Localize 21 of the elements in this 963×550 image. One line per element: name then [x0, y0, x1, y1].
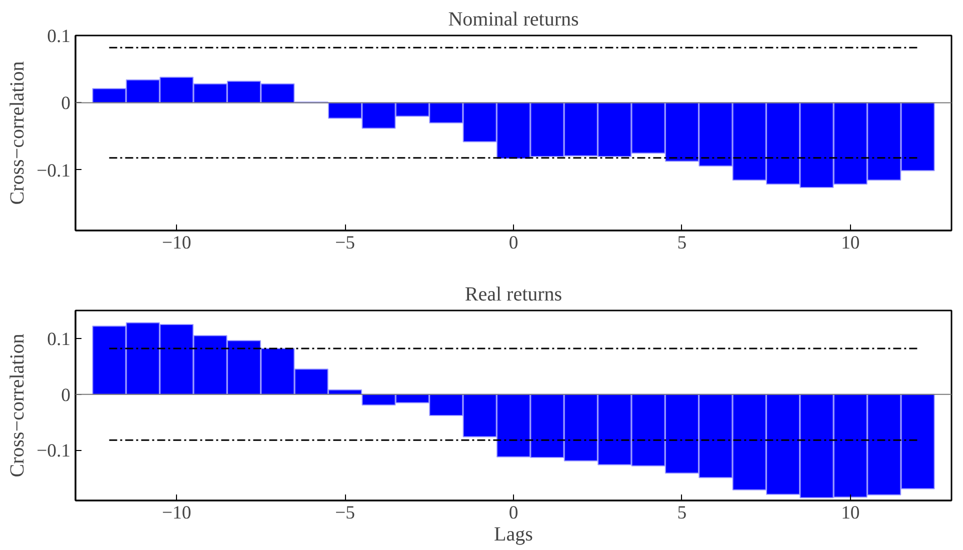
x-axis-title: Lags: [494, 524, 534, 546]
y-tick-label: 0: [61, 93, 70, 114]
x-tick-label: 10: [841, 232, 860, 254]
x-tick-label: −10: [162, 232, 192, 254]
x-tick-label: −5: [335, 502, 355, 524]
x-tick-label: 5: [677, 502, 687, 524]
x-tick-label: 0: [508, 502, 518, 524]
chart-title: Real returns: [464, 284, 562, 306]
y-tick-label: 0: [61, 384, 70, 406]
y-tick-label: −0.1: [36, 160, 70, 182]
y-axis-title: Cross−correlation: [6, 61, 29, 205]
chart-title: Nominal returns: [448, 8, 579, 30]
y-axis-title: Cross−correlation: [6, 334, 29, 478]
x-tick-label: −5: [335, 232, 355, 254]
x-tick-label: 5: [677, 232, 687, 254]
y-tick-label: −0.1: [36, 440, 70, 462]
y-tick-label: 0.1: [47, 328, 71, 350]
x-tick-label: −10: [162, 502, 192, 524]
y-tick-label: 0.1: [47, 26, 71, 47]
x-tick-label: 10: [841, 502, 860, 524]
x-tick-label: 0: [508, 232, 518, 254]
